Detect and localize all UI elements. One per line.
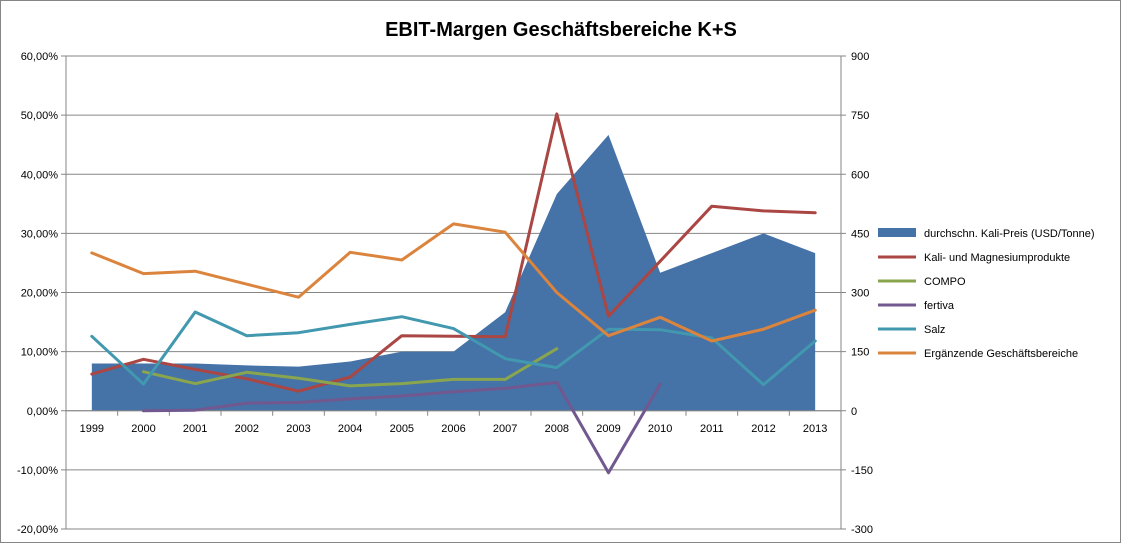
left-axis-tick-label: 0,00%: [27, 406, 58, 418]
left-axis-tick-label: 50,00%: [21, 110, 59, 122]
x-axis-tick-label: 2001: [183, 423, 207, 435]
legend-swatch-area: [878, 228, 916, 237]
x-axis-tick-label: 2003: [286, 423, 310, 435]
line-series-layer: [90, 112, 817, 475]
x-axis-tick-label: 2008: [545, 423, 569, 435]
x-axis-tick-label: 2007: [493, 423, 517, 435]
legend-label: Salz: [924, 324, 945, 336]
series-line-4: [90, 222, 817, 343]
left-axis-tick-label: 20,00%: [21, 288, 59, 300]
area-kali-preis: [91, 134, 816, 411]
right-axis-tick-label: 900: [851, 51, 869, 63]
x-axis-tick-label: 2009: [596, 423, 620, 435]
right-axis-tick-label: 600: [851, 169, 869, 181]
left-axis-tick-label: -10,00%: [17, 465, 58, 477]
x-axis-tick-label: 2013: [803, 423, 827, 435]
x-axis-tick-label: 2005: [390, 423, 414, 435]
right-axis-tick-label: 150: [851, 347, 869, 359]
x-axis-tick-label: 2011: [700, 423, 724, 435]
right-axis-tick-label: 0: [851, 406, 857, 418]
right-axis-tick-label: 750: [851, 110, 869, 122]
right-axis-tick-label: 450: [851, 228, 869, 240]
left-axis-tick-label: 60,00%: [21, 51, 59, 63]
series-line-0: [90, 112, 817, 393]
left-axis-tick-label: 30,00%: [21, 228, 59, 240]
area-series-layer: [91, 134, 816, 411]
right-axis-tick-label: -150: [851, 465, 873, 477]
x-axis-tick-label: 2006: [441, 423, 465, 435]
tick-labels: -20,00% -10,00% 0,00% 10,00% 20,00% 30,00% 40,…: [17, 51, 873, 536]
right-axis-tick-label: -300: [851, 524, 873, 536]
chart-title: EBIT-Margen Geschäftsbereiche K+S: [385, 19, 737, 41]
x-axis-tick-label: 2000: [131, 423, 155, 435]
right-axis-tick-label: 300: [851, 288, 869, 300]
x-axis-tick-label: 2004: [338, 423, 362, 435]
x-axis-tick-label: 2002: [235, 423, 259, 435]
legend: durchschn. Kali-Preis (USD/Tonne) Kali- u…: [878, 228, 1095, 360]
series-line-1: [142, 347, 559, 388]
x-axis-tick-label: 2010: [648, 423, 672, 435]
x-axis-tick-label: 1999: [80, 423, 104, 435]
series-line-2: [142, 380, 662, 475]
legend-label: durchschn. Kali-Preis (USD/Tonne): [924, 228, 1095, 240]
x-axis-tick-label: 2012: [751, 423, 775, 435]
legend-label: fertiva: [924, 300, 955, 312]
legend-label: Kali- und Magnesiumprodukte: [924, 252, 1070, 264]
left-axis-tick-label: 40,00%: [21, 169, 59, 181]
series-line-3: [90, 310, 817, 387]
left-axis-tick-label: -20,00%: [17, 524, 58, 536]
left-axis-tick-label: 10,00%: [21, 347, 59, 359]
legend-label: Ergänzende Geschäftsbereiche: [924, 348, 1078, 360]
legend-label: COMPO: [924, 276, 966, 288]
